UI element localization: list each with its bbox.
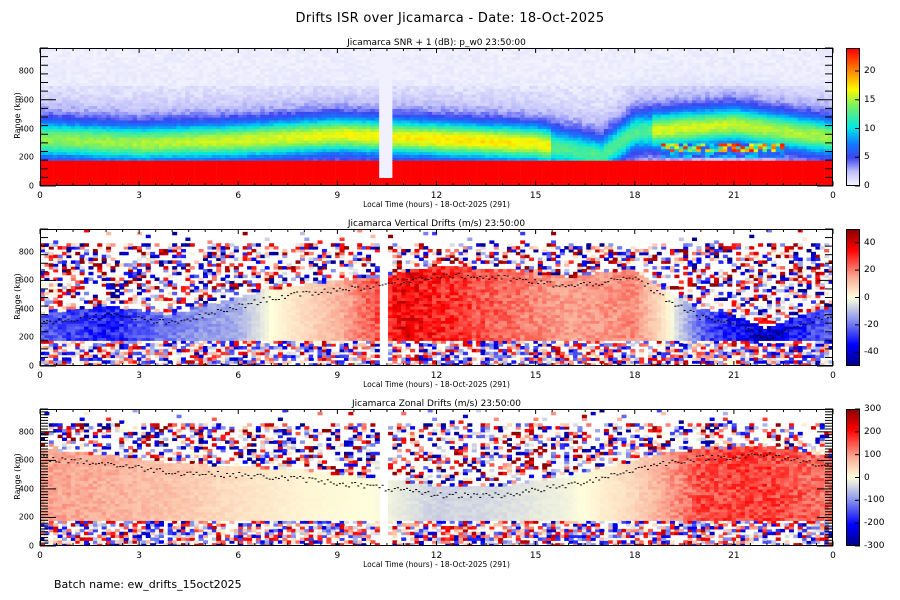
zonal-colorbar-tick-label: 100 — [864, 449, 882, 460]
snr-colorbar-tick-label: 5 — [864, 152, 870, 163]
zonal-colorbar-tick-label: 300 — [864, 404, 882, 414]
vertical-xtick-label: 15 — [529, 371, 542, 381]
snr-xtick-label: 0 — [37, 191, 43, 201]
snr-panel-title: Jicamarca SNR + 1 (dB): p_w0 23:50:00 — [347, 38, 526, 48]
zonal-xlabel: Local Time (hours) - 18-Oct-2025 (291) — [363, 560, 510, 569]
zonal-ytick-label: 200 — [18, 512, 34, 522]
snr-colorbar-tick-label: 15 — [864, 94, 876, 105]
zonal-panel-title: Jicamarca Zonal Drifts (m/s) 23:50:00 — [352, 399, 521, 409]
vertical-ytick-label: 0 — [28, 361, 34, 371]
snr-xtick-label: 21 — [728, 191, 740, 201]
vertical-ytick-label: 400 — [18, 304, 34, 314]
batch-name: Batch name: ew_drifts_15oct2025 — [54, 578, 242, 591]
vertical-colorbar-tick-label: 20 — [864, 265, 876, 276]
snr-ytick-label: 200 — [18, 152, 34, 162]
snr-heatmap — [40, 48, 833, 186]
snr-ytick-label: 600 — [18, 95, 34, 105]
snr-xtick-label: 18 — [629, 191, 641, 201]
zonal-ytick-label: 0 — [28, 541, 34, 551]
zonal-ylabel: Range (km) — [12, 452, 22, 500]
figure-title: Drifts ISR over Jicamarca - Date: 18-Oct… — [295, 11, 605, 26]
zonal-ytick-label: 600 — [18, 455, 34, 465]
zonal-xtick-label: 15 — [529, 551, 542, 561]
vertical-xlabel: Local Time (hours) - 18-Oct-2025 (291) — [363, 380, 510, 389]
zonal-colorbar-tick-label: -100 — [864, 495, 885, 506]
snr-xlabel: Local Time (hours) - 18-Oct-2025 (291) — [363, 200, 510, 209]
snr-colorbar — [846, 48, 860, 186]
vertical-ytick-label: 600 — [18, 275, 34, 285]
snr-colorbar-tick-label: 20 — [864, 66, 876, 76]
zonal-xtick-label: 9 — [334, 551, 341, 561]
vertical-xtick-label: 12 — [430, 371, 443, 381]
snr-xtick-label: 9 — [334, 191, 341, 201]
snr-xtick-label: 3 — [136, 191, 142, 201]
zonal-colorbar-tick-label: -200 — [864, 518, 885, 529]
snr-xtick-label: 0 — [830, 191, 836, 201]
zonal-xtick-label: 0 — [830, 551, 836, 561]
vertical-ytick-label: 200 — [18, 332, 34, 342]
snr-ylabel: Range (km) — [12, 92, 22, 139]
vertical-colorbar-tick-label: -40 — [864, 347, 879, 358]
zonal-colorbar-tick-label: -300 — [864, 541, 885, 551]
zonal-xtick-label: 0 — [37, 551, 43, 561]
zonal-drift-heatmap — [40, 409, 833, 546]
snr-colorbar-tick-label: 10 — [864, 123, 876, 134]
snr-ytick-label: 0 — [28, 181, 34, 191]
vertical-xtick-label: 18 — [629, 371, 641, 381]
zonal-ytick-label: 400 — [18, 484, 34, 494]
snr-xtick-label: 12 — [430, 191, 443, 201]
vertical-xtick-label: 0 — [37, 371, 43, 381]
vertical-colorbar-tick-label: 0 — [864, 292, 870, 303]
vertical-ytick-label: 800 — [18, 247, 34, 257]
zonal-xtick-label: 18 — [629, 551, 641, 561]
vertical-xtick-label: 0 — [830, 371, 836, 381]
vertical-xtick-label: 9 — [334, 371, 341, 381]
zonal-colorbar-tick-label: 200 — [864, 426, 882, 437]
zonal-xtick-label: 6 — [235, 551, 242, 561]
vertical-xtick-label: 3 — [136, 371, 142, 381]
snr-xtick-label: 15 — [529, 191, 542, 201]
zonal-xtick-label: 3 — [136, 551, 142, 561]
vertical-panel-title: Jicamarca Vertical Drifts (m/s) 23:50:00 — [347, 219, 526, 229]
snr-ytick-label: 800 — [18, 66, 34, 76]
zonal-xtick-label: 12 — [430, 551, 443, 561]
vertical-ylabel: Range (km) — [12, 272, 22, 320]
vertical-xtick-label: 6 — [235, 371, 242, 381]
zonal-colorbar-tick-label: 0 — [864, 472, 870, 483]
zonal-xtick-label: 21 — [728, 551, 740, 561]
vertical-xtick-label: 21 — [728, 371, 740, 381]
vertical-colorbar-tick-label: 40 — [864, 237, 876, 248]
snr-colorbar-tick-label: 0 — [864, 181, 870, 191]
vertical-drift-heatmap — [40, 229, 833, 366]
zonal-ytick-label: 800 — [18, 427, 34, 437]
snr-ytick-label: 400 — [18, 124, 34, 133]
snr-xtick-label: 6 — [235, 191, 242, 201]
vertical-colorbar-tick-label: -20 — [864, 319, 879, 330]
